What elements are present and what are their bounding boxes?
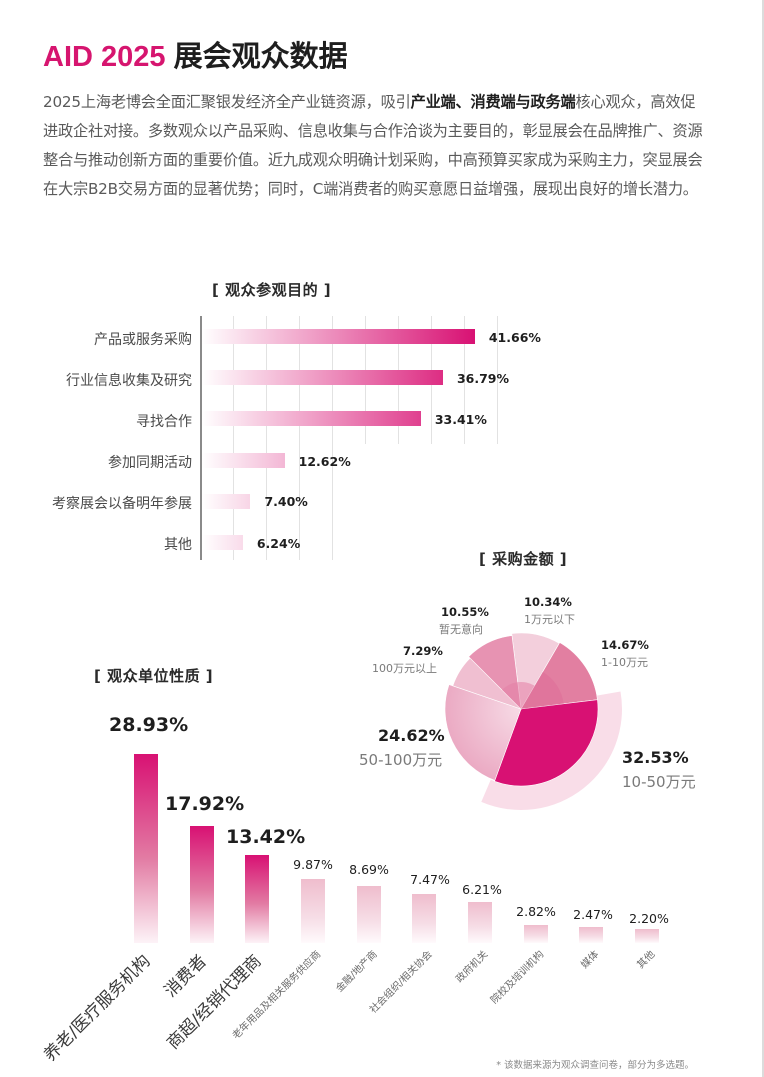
- pie-value: 14.67%: [601, 638, 649, 652]
- gridline: [299, 316, 300, 560]
- y-axis-line: [200, 316, 202, 560]
- gridline: [332, 316, 333, 560]
- pie-value: 7.29%: [403, 644, 443, 658]
- pie-inner-accent: [501, 682, 535, 709]
- page-edge-divider: [762, 0, 764, 1077]
- footnote: * 该数据来源为观众调查问卷，部分为多选题。: [496, 1060, 694, 1071]
- column-value: 17.92%: [165, 793, 245, 815]
- column-value: 2.82%: [516, 904, 556, 919]
- bar-label: 参加同期活动: [108, 455, 192, 471]
- column-value: 13.42%: [226, 826, 306, 848]
- gridline: [464, 316, 465, 444]
- bar: [202, 494, 251, 509]
- column-value: 28.93%: [109, 714, 189, 736]
- column-bar: [301, 878, 325, 943]
- pie-label: 1万元以下: [524, 613, 575, 626]
- column-value: 6.21%: [462, 882, 502, 897]
- bar: [202, 329, 475, 344]
- column-value: 2.47%: [573, 907, 613, 922]
- pie-label: 50-100万元: [359, 751, 443, 769]
- org-chart-title: [ 观众单位性质 ]: [94, 667, 214, 685]
- column-value: 7.47%: [410, 872, 450, 887]
- bar-label: 寻找合作: [136, 414, 192, 430]
- gridline: [497, 316, 498, 444]
- bar-value: 41.66%: [488, 330, 541, 345]
- pie-value-highlight: 32.53%: [622, 748, 689, 767]
- column-bar: [134, 754, 158, 943]
- pie-label: 暂无意向: [439, 623, 483, 636]
- pie-slice: [444, 684, 522, 781]
- pie-value: 10.34%: [524, 595, 572, 609]
- pie-label: 100万元以上: [372, 662, 437, 675]
- column-bar: [524, 924, 548, 943]
- purpose-chart-title: [ 观众参观目的 ]: [212, 281, 332, 299]
- column-bar: [357, 886, 381, 943]
- bar-label: 行业信息收集及研究: [66, 373, 192, 389]
- intro-paragraph: 2025上海老博会全面汇聚银发经济全产业链资源，吸引产业端、消费端与政务端核心观…: [43, 88, 703, 204]
- highlight-ring: [481, 691, 622, 811]
- column-bar: [412, 894, 436, 943]
- gridline: [233, 316, 234, 560]
- bar-label: 其他: [164, 537, 192, 553]
- bar-label: 产品或服务采购: [94, 332, 192, 348]
- column-value: 8.69%: [349, 862, 389, 877]
- bar-label: 考察展会以备明年参展: [52, 496, 192, 512]
- bar-value: 36.79%: [456, 371, 510, 386]
- column-value: 9.87%: [293, 857, 333, 872]
- bar: [202, 535, 243, 550]
- page-title: AID 2025 展会观众数据: [43, 33, 348, 75]
- column-bar: [190, 825, 214, 943]
- pie-slice: [494, 699, 599, 787]
- bar-value: 33.41%: [434, 412, 487, 427]
- column-bar: [635, 928, 659, 943]
- bar: [202, 453, 285, 468]
- intro-text-1: 2025上海老博会全面汇聚银发经济全产业链资源，吸引: [43, 93, 411, 111]
- bar: [202, 370, 443, 385]
- column-bar: [468, 902, 492, 943]
- bar-value: 6.24%: [256, 536, 301, 551]
- pie-slice: [520, 642, 598, 710]
- bar-value: 12.62%: [298, 454, 351, 469]
- page-title-main: 展会观众数据: [173, 41, 348, 73]
- bar-value: 7.40%: [264, 494, 308, 509]
- bar: [202, 411, 421, 426]
- pie-inner-accent: [521, 671, 564, 709]
- amount-chart-title: [ 采购金额 ]: [479, 550, 568, 568]
- intro-highlight: 产业端、消费端与政务端: [410, 93, 576, 111]
- intro-text-2: 核心观众，高效促进政企社对接。多数观众以产品采购、信息收集与合作洽谈为主要目的，…: [43, 93, 703, 198]
- page-title-accent: AID 2025: [43, 41, 166, 73]
- pie-value: 24.62%: [378, 726, 445, 745]
- pie-label-highlight: 10-50万元: [622, 773, 696, 791]
- pie-value: 10.55%: [441, 605, 489, 619]
- column-bar: [245, 855, 269, 943]
- gridline: [266, 316, 267, 560]
- column-bar: [579, 926, 603, 943]
- pie-label: 1-10万元: [601, 656, 648, 669]
- column-value: 2.20%: [629, 911, 669, 926]
